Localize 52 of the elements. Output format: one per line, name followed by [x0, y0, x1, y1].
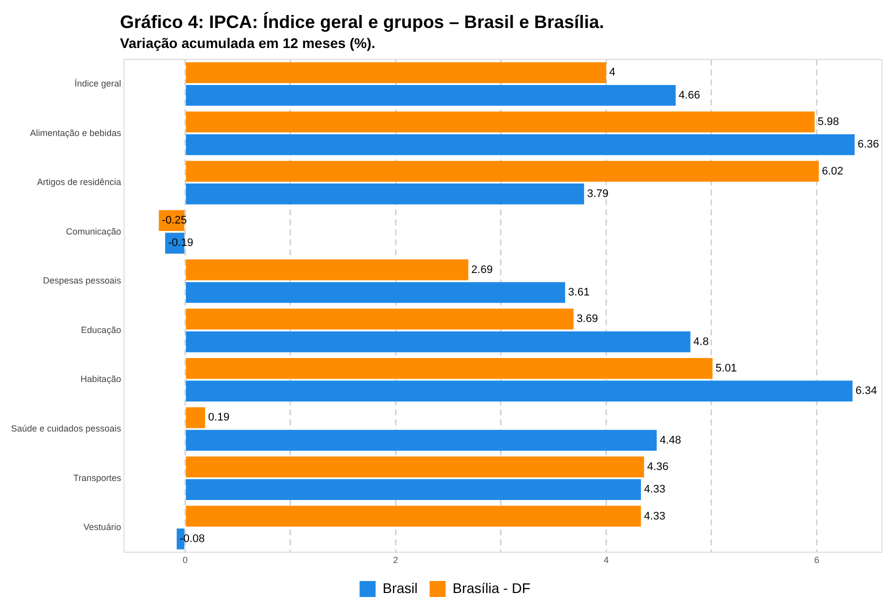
- chart-subtitle: Variação acumulada em 12 meses (%).: [120, 35, 376, 51]
- legend-label: Brasil: [382, 580, 418, 596]
- y-tick-label: Índice geral: [74, 78, 122, 89]
- bar: [186, 380, 853, 402]
- bar: [186, 62, 606, 84]
- bar: [186, 282, 566, 303]
- x-tick-label: 0: [182, 555, 188, 566]
- data-label: 5.98: [818, 116, 840, 128]
- data-label: 3.79: [587, 188, 609, 200]
- bar: [186, 407, 206, 428]
- data-label: 4.33: [644, 510, 666, 522]
- data-label: 5.01: [716, 362, 737, 374]
- y-tick-label: Despesas pessoais: [43, 276, 122, 286]
- y-tick-label: Vestuário: [84, 522, 122, 532]
- data-label: 4: [609, 66, 616, 79]
- y-tick-label: Comunicação: [66, 226, 122, 236]
- bar: [186, 430, 657, 451]
- data-label: 6.34: [856, 385, 877, 398]
- y-tick-label: Transportes: [73, 472, 122, 483]
- y-tick-label: Educação: [81, 324, 122, 335]
- bar: [186, 259, 468, 280]
- data-label: 4.48: [660, 434, 682, 446]
- data-label: 2.69: [471, 264, 493, 276]
- data-label: 4.33: [644, 484, 666, 496]
- x-tick-label: 4: [604, 555, 609, 566]
- bar: [186, 456, 644, 478]
- bar: [186, 331, 690, 352]
- data-label: 6.02: [822, 165, 844, 178]
- legend-label: Brasília - DF: [452, 580, 530, 596]
- bar: [186, 308, 574, 330]
- bar: [186, 479, 641, 500]
- bar: [186, 134, 855, 156]
- bar: [186, 358, 713, 379]
- x-tick-label: 6: [814, 555, 820, 566]
- bar: [186, 184, 584, 204]
- y-tick-label: Saúde e cuidados pessoais: [10, 423, 122, 434]
- y-tick-label: Habitação: [80, 374, 122, 384]
- x-tick-label: 2: [393, 555, 398, 566]
- data-label: 0.19: [208, 412, 230, 424]
- chart-title: Gráfico 4: IPCA: Índice geral e grupos – Brasil e Brasília.: [120, 12, 606, 33]
- data-label: 3.61: [568, 286, 590, 299]
- bar: [186, 160, 819, 182]
- data-label: 4.66: [678, 89, 700, 102]
- bar: [186, 112, 815, 132]
- bar: [186, 506, 641, 527]
- data-label: 4.8: [693, 336, 709, 348]
- y-tick-label: Alimentação e bebidas: [30, 128, 122, 138]
- data-label: 6.36: [858, 138, 880, 151]
- data-label: 4.36: [647, 460, 669, 473]
- y-tick-label: Artigos de residência: [37, 177, 122, 188]
- bar: [186, 84, 676, 106]
- data-label: 3.69: [576, 313, 598, 326]
